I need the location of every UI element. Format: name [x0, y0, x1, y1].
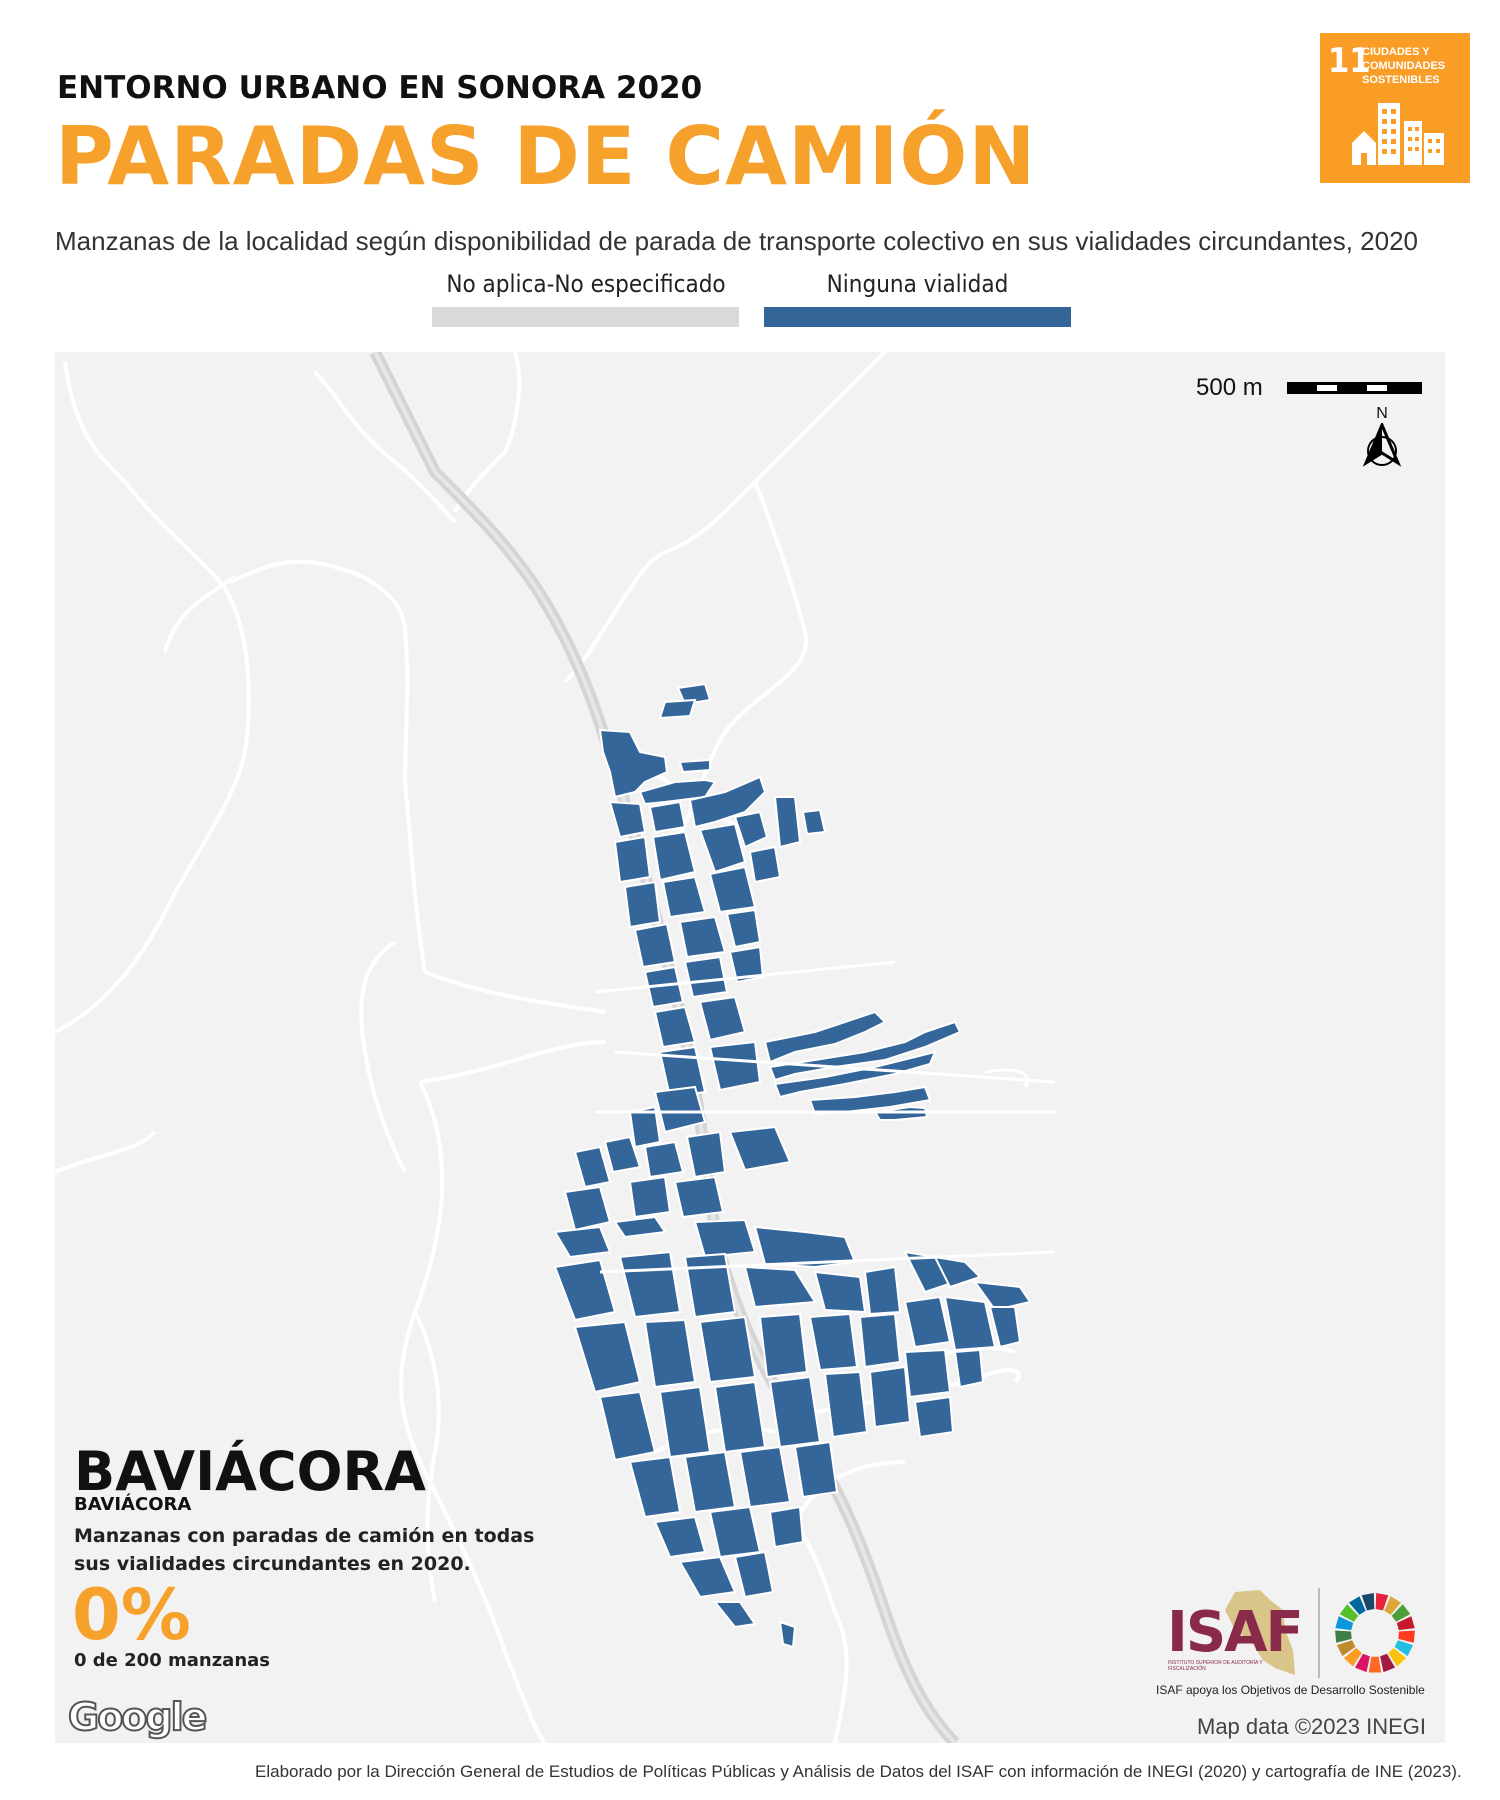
urban-blocks	[553, 682, 1032, 1649]
sdg-11-badge: 11 CIUDADES Y COMUNIDADES SOSTENIBLES	[1320, 33, 1470, 183]
sdg-wheel-segment	[1394, 1640, 1414, 1657]
map-canvas[interactable]	[55, 352, 1445, 1743]
north-arrow-icon	[1362, 421, 1402, 467]
indicator-count: 0 de 200 manzanas	[74, 1650, 271, 1671]
legend-label-no-aplica: No aplica-No especificado	[446, 270, 726, 298]
page-subtitle: Manzanas de la localidad según disponibi…	[55, 226, 1419, 256]
page-title: PARADAS DE CAMIÓN	[55, 110, 1037, 203]
sdg-wheel-segment	[1335, 1630, 1352, 1643]
scale-bar	[1287, 382, 1422, 394]
page-kicker: ENTORNO URBANO EN SONORA 2020	[57, 70, 703, 106]
city-buildings-icon	[1352, 103, 1444, 165]
sdg-wheel-segment	[1384, 1596, 1401, 1615]
map-attribution: Map data ©2023 INEGI	[1197, 1714, 1427, 1739]
north-label: N	[1376, 405, 1388, 422]
legend-label-ninguna: Ninguna vialidad	[826, 270, 1009, 298]
sdg-number: 11	[1328, 41, 1371, 81]
sdg-wheel-segment	[1375, 1593, 1389, 1611]
sdg-wheel-segment	[1349, 1596, 1366, 1615]
sdg-wheel-segment	[1388, 1648, 1407, 1667]
municipality-name: BAVIÁCORA	[74, 1494, 192, 1515]
sdg-wheel-segment	[1339, 1604, 1359, 1622]
sdg-wheel-segment	[1396, 1616, 1415, 1631]
sdg-wheel-segment	[1355, 1653, 1370, 1673]
sonora-state-shape-icon	[1225, 1590, 1295, 1675]
google-logo: Google	[67, 1694, 208, 1740]
footer-credit: Elaborado por la Dirección General de Es…	[255, 1762, 1462, 1781]
sdg-wheel-segment	[1361, 1593, 1375, 1611]
isaf-caption: ISAF apoya los Objetivos de Desarrollo S…	[1156, 1683, 1425, 1697]
locality-name: BAVIÁCORA	[74, 1440, 426, 1503]
isaf-fullname: INSTITUTO SUPERIOR DE AUDITORÍA Y FISCAL…	[1168, 1660, 1263, 1672]
internal-streets	[594, 960, 1056, 1274]
indicator-percentage: 0%	[72, 1574, 191, 1656]
sdg-wheel-segment	[1335, 1616, 1354, 1631]
sdg-wheel-icon	[1335, 1593, 1415, 1673]
sdg-goal-text: CIUDADES Y COMUNIDADES SOSTENIBLES	[1362, 46, 1446, 86]
indicator-description: Manzanas con paradas de camión en todas …	[74, 1525, 535, 1575]
logo-divider	[1318, 1588, 1320, 1678]
isaf-logo-text: ISAF	[1167, 1600, 1304, 1665]
north-arrow: N	[1362, 405, 1402, 472]
sdg-wheel-segment	[1336, 1640, 1356, 1657]
sdg-wheel-segment	[1368, 1656, 1382, 1673]
legend-swatch-no-aplica	[432, 307, 739, 327]
sdg-wheel-segment	[1343, 1648, 1362, 1667]
map-drawing	[55, 352, 1422, 1743]
sdg-wheel-segment	[1391, 1604, 1411, 1622]
scale-label: 500 m	[1196, 374, 1263, 401]
sdg-wheel-segment	[1380, 1653, 1395, 1673]
sdg-wheel-segment	[1398, 1630, 1415, 1643]
legend-swatch-ninguna	[764, 307, 1071, 327]
